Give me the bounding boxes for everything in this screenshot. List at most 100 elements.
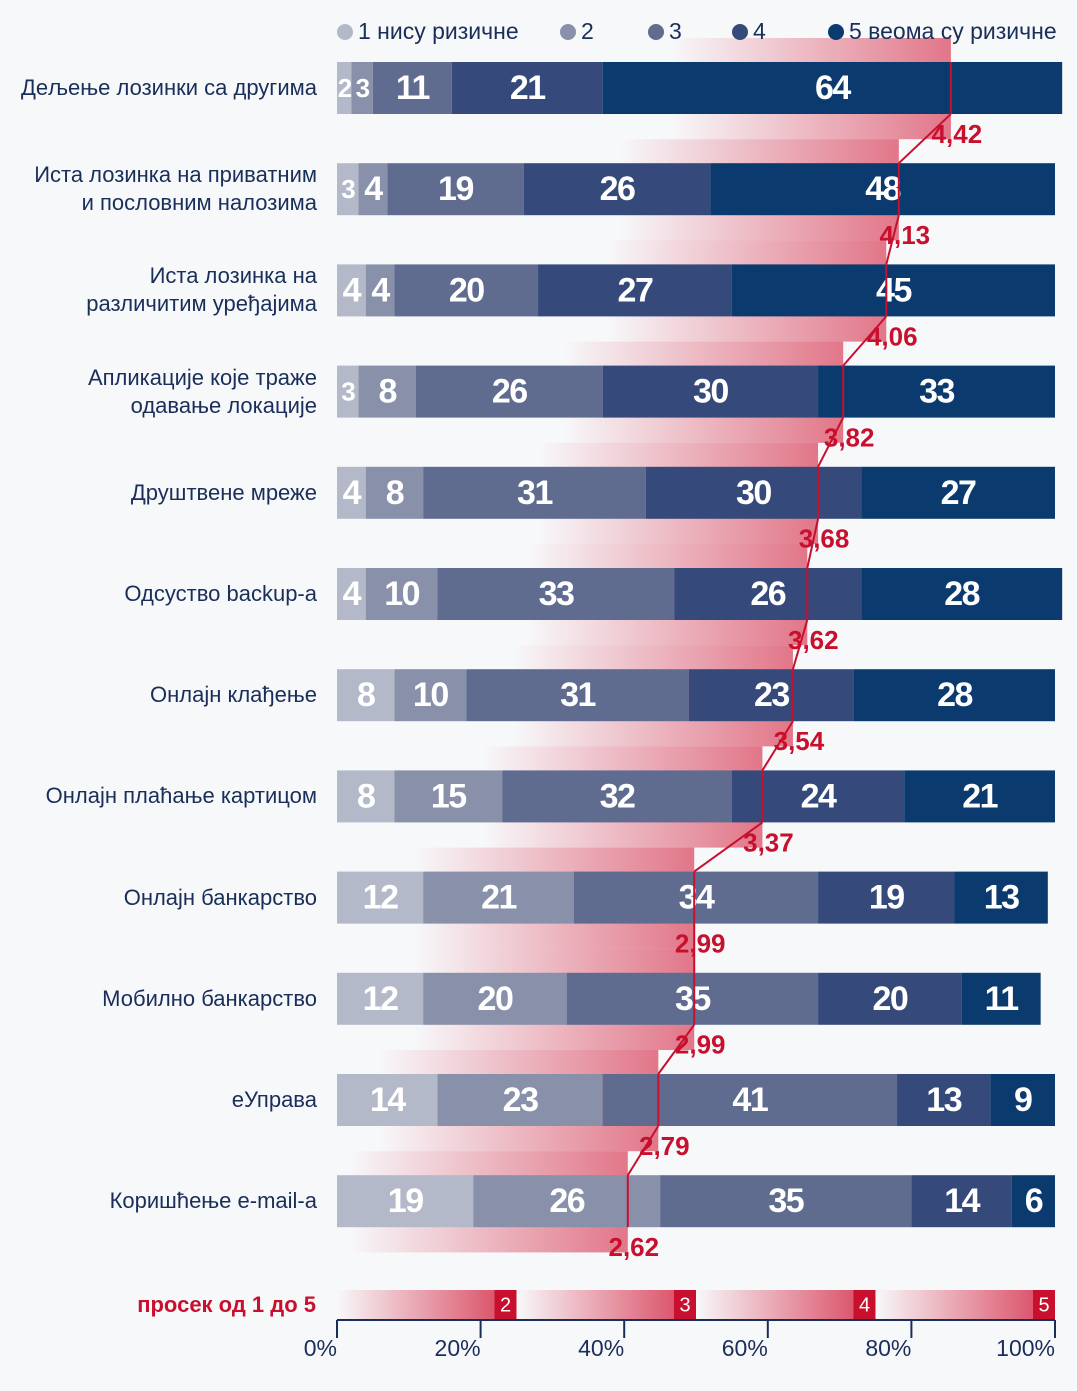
bar-segment — [523, 163, 711, 216]
bar-value-label: 28 — [944, 575, 979, 613]
bar-value-label: 21 — [962, 777, 997, 815]
category-label: Коришћење e-mail-а — [109, 1188, 317, 1214]
avg-value-label: 2,99 — [675, 928, 726, 958]
legend-swatch — [560, 24, 576, 40]
bar-segment — [904, 770, 1055, 823]
category-label: еУправа — [231, 1087, 317, 1112]
bar-segment — [337, 1175, 474, 1228]
avg-scale-label: 3 — [679, 1294, 690, 1316]
bar-value-label: 11 — [985, 980, 1019, 1018]
bar-value-label: 64 — [815, 69, 851, 107]
bar-value-label: 32 — [600, 777, 635, 815]
bar-segment — [394, 264, 539, 317]
bar-value-label: 4 — [364, 170, 383, 208]
bar-value-label: 10 — [413, 676, 448, 714]
category-label: Онлајн плаћање картицом — [45, 783, 317, 809]
avg-value-label: 4,13 — [880, 220, 931, 250]
avg-value-label: 2,79 — [639, 1131, 690, 1161]
bar-segment — [337, 163, 359, 216]
bar-segment — [337, 62, 352, 114]
bar-value-label: 23 — [503, 1081, 538, 1119]
bar-value-label: 28 — [937, 676, 972, 714]
legend-swatch — [828, 24, 844, 40]
bar-value-label: 19 — [388, 1182, 423, 1220]
bar-value-label: 26 — [750, 575, 785, 613]
x-tick-label: 0% — [304, 1335, 337, 1361]
bar-segment — [573, 871, 819, 924]
bar-value-label: 31 — [517, 474, 552, 512]
category-label: Онлајн клађење — [149, 682, 317, 708]
bar-segment — [437, 1074, 603, 1126]
bar-value-label: 11 — [396, 69, 430, 107]
bar-value-label: 33 — [919, 373, 954, 411]
avg-scale-label: 2 — [500, 1294, 511, 1316]
category-label: Апликације које траже одавање локације — [87, 364, 317, 418]
bar-segment — [911, 1175, 1012, 1228]
bar-segment — [451, 62, 603, 114]
bar-value-label: 15 — [431, 777, 466, 815]
bar-value-label: 8 — [357, 777, 375, 815]
bar-segment — [423, 871, 574, 924]
bar-segment — [365, 264, 395, 317]
bar-value-label: 48 — [865, 170, 900, 208]
bar-segment — [818, 365, 1055, 418]
avg-connector — [817, 417, 845, 468]
bar-segment — [358, 365, 416, 418]
bar-value-label: 30 — [736, 474, 771, 512]
x-tick-label: 80% — [865, 1335, 911, 1361]
legend-label: 1 нису ризичне — [358, 18, 519, 44]
avg-scale-box — [1033, 1290, 1055, 1320]
bar-value-label: 4 — [371, 271, 390, 309]
x-tick-label: 100% — [996, 1335, 1055, 1361]
bar-segment — [954, 871, 1048, 924]
bar-value-label: 4 — [343, 474, 362, 512]
bar-segment — [365, 466, 424, 519]
bar-segment — [337, 871, 424, 924]
category-label: Мобилно банкарство — [102, 985, 317, 1011]
bar-value-label: 14 — [370, 1081, 406, 1119]
bar-segment — [602, 365, 819, 418]
bar-segment — [466, 669, 689, 722]
legend-label: 2 — [581, 18, 594, 44]
avg-scale-title: просек од 1 до 5 — [137, 1292, 316, 1317]
bar-segment — [337, 365, 359, 418]
bar-segment — [602, 1074, 898, 1126]
avg-connector — [898, 113, 952, 164]
bar-value-label: 19 — [869, 879, 904, 917]
bar-segment — [731, 770, 905, 823]
bar-value-label: 6 — [1025, 1182, 1043, 1220]
bar-value-label: 2 — [338, 73, 352, 103]
bar-value-label: 41 — [732, 1081, 767, 1119]
bar-segment — [861, 466, 1055, 519]
legend-swatch — [337, 24, 353, 40]
category-label: Иста лозинка на различитим уређајима — [86, 263, 317, 317]
avg-value-label: 3,54 — [774, 726, 825, 756]
bar-segment — [538, 264, 732, 317]
bar-value-label: 3 — [356, 73, 370, 103]
bar-value-label: 10 — [384, 575, 419, 613]
avg-connector — [806, 518, 820, 569]
bar-value-label: 27 — [618, 271, 653, 309]
avg-connector — [657, 1024, 696, 1075]
category-label: Онлајн банкарство — [123, 884, 317, 910]
bar-segment — [473, 1175, 661, 1228]
avg-value-label: 4,42 — [932, 119, 983, 149]
bar-value-label: 20 — [478, 980, 513, 1018]
legend-swatch — [732, 24, 748, 40]
bar-value-label: 26 — [549, 1182, 584, 1220]
bar-value-label: 9 — [1014, 1081, 1032, 1119]
bar-value-label: 8 — [386, 474, 404, 512]
legend-label: 5 веома су ризичне — [849, 18, 1057, 44]
bar-value-label: 27 — [941, 474, 976, 512]
bar-value-label: 45 — [876, 271, 911, 309]
x-tick-label: 60% — [722, 1335, 768, 1361]
bar-segment — [394, 669, 467, 722]
avg-scale-box — [494, 1290, 517, 1320]
bar-segment — [337, 1074, 438, 1126]
bar-segment — [423, 972, 567, 1025]
bar-segment — [861, 568, 1063, 620]
bar-segment — [365, 568, 438, 620]
x-tick-label: 40% — [578, 1335, 624, 1361]
bar-value-label: 13 — [984, 879, 1019, 917]
